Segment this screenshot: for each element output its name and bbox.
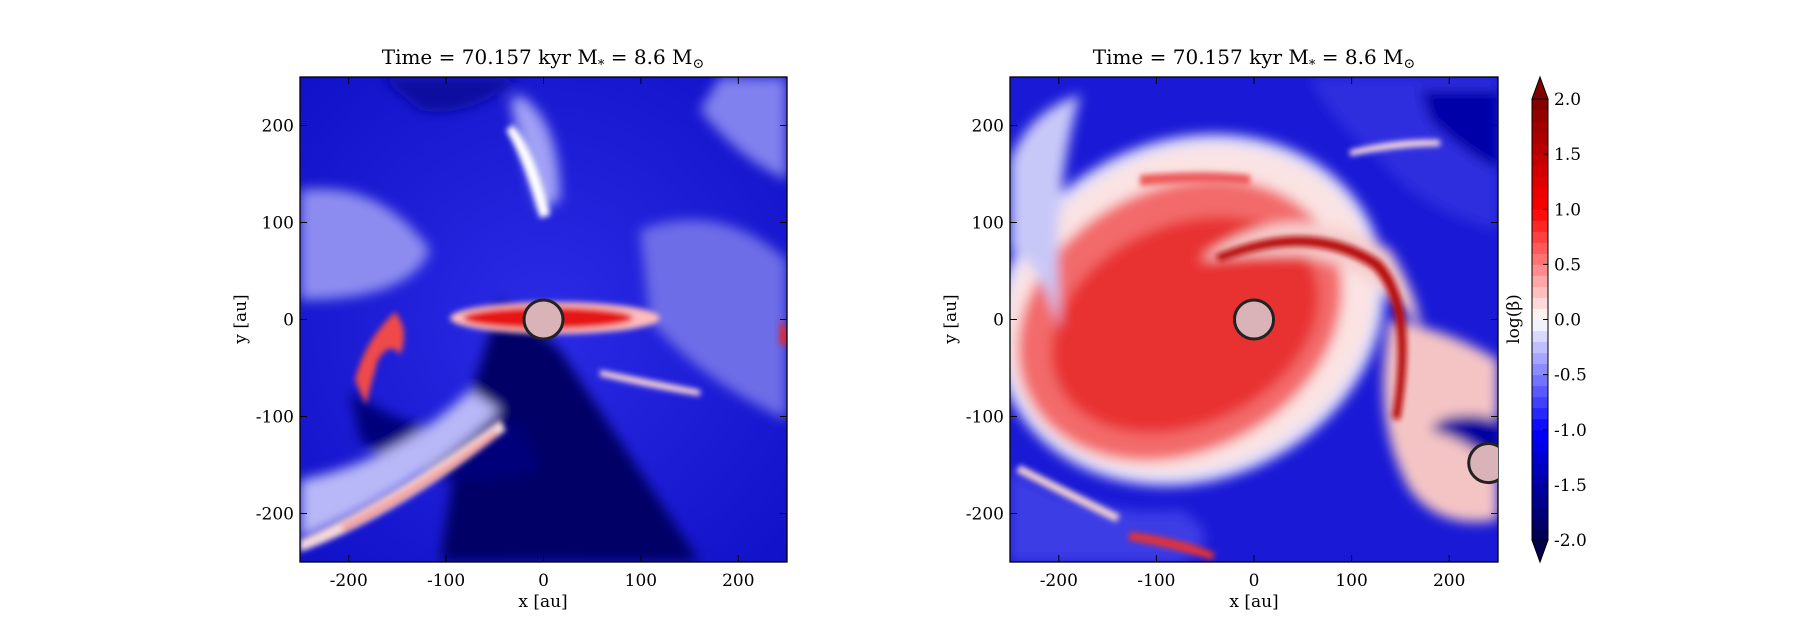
colorbar-band <box>1532 429 1548 442</box>
colorbar-tick-label: 0.5 <box>1554 255 1581 275</box>
panel-2-ylabel: y [au] <box>941 294 961 344</box>
colorbar-band <box>1532 143 1548 155</box>
colorbar-band <box>1532 264 1548 276</box>
colorbar-ticks: 2.0 1.5 1.0 0.5 0.0 -0.5 -1.0 -1.5 -2.0 <box>1543 90 1587 551</box>
panel-1-ylabel: y [au] <box>231 294 251 344</box>
colorbar: 2.0 1.5 1.0 0.5 0.0 -0.5 -1.0 -1.5 -2.0 log(β) <box>1504 75 1587 564</box>
sink-marker <box>1467 442 1498 485</box>
colorbar-band <box>1532 418 1548 431</box>
colorbar-band <box>1532 220 1548 232</box>
colorbar-band <box>1532 484 1548 497</box>
colorbar-band <box>1532 517 1548 530</box>
colorbar-tick-label: 1.0 <box>1554 200 1581 220</box>
colorbar-band <box>1532 451 1548 464</box>
colorbar-band <box>1532 319 1548 332</box>
colorbar-band <box>1532 209 1548 221</box>
colorbar-band <box>1532 363 1548 376</box>
colorbar-tick-label: -1.0 <box>1554 421 1587 441</box>
colorbar-band <box>1532 352 1548 365</box>
y-tick-label: -200 <box>256 505 294 525</box>
colorbar-band <box>1532 396 1548 409</box>
colorbar-band <box>1532 297 1548 309</box>
x-tick-label: 100 <box>625 571 657 591</box>
colorbar-band <box>1532 495 1548 508</box>
colorbar-band <box>1532 99 1548 111</box>
panel-1-heatmap <box>300 77 787 562</box>
y-tick-label: 100 <box>262 214 294 234</box>
colorbar-band <box>1532 374 1548 387</box>
colorbar-band <box>1532 341 1548 354</box>
colorbar-band <box>1532 154 1548 166</box>
y-tick-label: 0 <box>993 311 1004 331</box>
x-tick-label: 200 <box>1433 571 1465 591</box>
colorbar-band <box>1532 308 1548 320</box>
colorbar-label: log(β) <box>1504 294 1524 344</box>
x-tick-label: 0 <box>1249 571 1260 591</box>
panel-2-xlabel: x [au] <box>1229 592 1278 612</box>
colorbar-band <box>1532 506 1548 519</box>
sink-particle <box>1467 442 1498 485</box>
colorbar-bands <box>1532 99 1548 541</box>
colorbar-extend-max <box>1531 75 1549 100</box>
x-tick-label: -100 <box>1137 571 1175 591</box>
y-tick-label: 100 <box>972 214 1004 234</box>
colorbar-tick-label: -0.5 <box>1554 366 1587 386</box>
panel-2-ticks: -200 -100 0 100 200 -200 -100 0 100 200 <box>966 77 1498 591</box>
colorbar-band <box>1532 231 1548 243</box>
colorbar-band <box>1532 330 1548 343</box>
panel-1-xlabel: x [au] <box>518 592 567 612</box>
colorbar-band <box>1532 528 1548 541</box>
y-tick-label: 200 <box>972 117 1004 137</box>
y-tick-label: -200 <box>966 505 1004 525</box>
y-tick-label: 200 <box>262 117 294 137</box>
sink-particle <box>1232 298 1276 341</box>
x-tick-label: -100 <box>427 571 465 591</box>
sink-marker <box>522 298 565 341</box>
x-tick-label: -200 <box>330 571 368 591</box>
colorbar-band <box>1532 407 1548 420</box>
panel-1-title: Time = 70.157 kyr M* = 8.6 M⊙ <box>382 45 705 73</box>
x-tick-label: 0 <box>538 571 549 591</box>
colorbar-band <box>1532 462 1548 475</box>
colorbar-band <box>1532 253 1548 265</box>
colorbar-band <box>1532 440 1548 453</box>
colorbar-tick-label: 2.0 <box>1554 90 1581 110</box>
panel-2-title: Time = 70.157 kyr M* = 8.6 M⊙ <box>1093 45 1416 73</box>
panel-1-sinks <box>522 298 565 341</box>
sink-marker <box>1232 298 1276 341</box>
panel-1: Time = 70.157 kyr M* = 8.6 M⊙ <box>231 45 788 612</box>
colorbar-band <box>1532 198 1548 210</box>
colorbar-band <box>1532 165 1548 177</box>
colorbar-band <box>1532 176 1548 188</box>
colorbar-extend-min <box>1531 539 1549 564</box>
colorbar-tick-label: -2.0 <box>1554 531 1587 551</box>
panel-2-sinks <box>1232 298 1498 485</box>
x-tick-label: 200 <box>722 571 754 591</box>
panel-2-heatmap <box>1010 77 1498 562</box>
colorbar-band <box>1532 473 1548 486</box>
colorbar-band <box>1532 275 1548 287</box>
y-tick-label: 0 <box>283 311 294 331</box>
panel-1-ticks: -200 -100 0 100 200 -200 -100 0 100 200 <box>256 77 787 591</box>
panel-2: Time = 70.157 kyr M* = 8.6 M⊙ <box>941 45 1499 612</box>
x-tick-label: 100 <box>1335 571 1367 591</box>
colorbar-band <box>1532 110 1548 122</box>
colorbar-band <box>1532 385 1548 398</box>
sink-particle <box>522 298 565 341</box>
y-tick-label: -100 <box>256 408 294 428</box>
colorbar-band <box>1532 187 1548 199</box>
colorbar-band <box>1532 242 1548 254</box>
colorbar-tick-label: -1.5 <box>1554 476 1587 496</box>
colorbar-band <box>1532 286 1548 298</box>
x-tick-label: -200 <box>1040 571 1078 591</box>
colorbar-band <box>1532 121 1548 133</box>
colorbar-tick-label: 1.5 <box>1554 145 1581 165</box>
colorbar-band <box>1532 132 1548 144</box>
colorbar-tick-label: 0.0 <box>1554 311 1581 331</box>
y-tick-label: -100 <box>966 408 1004 428</box>
